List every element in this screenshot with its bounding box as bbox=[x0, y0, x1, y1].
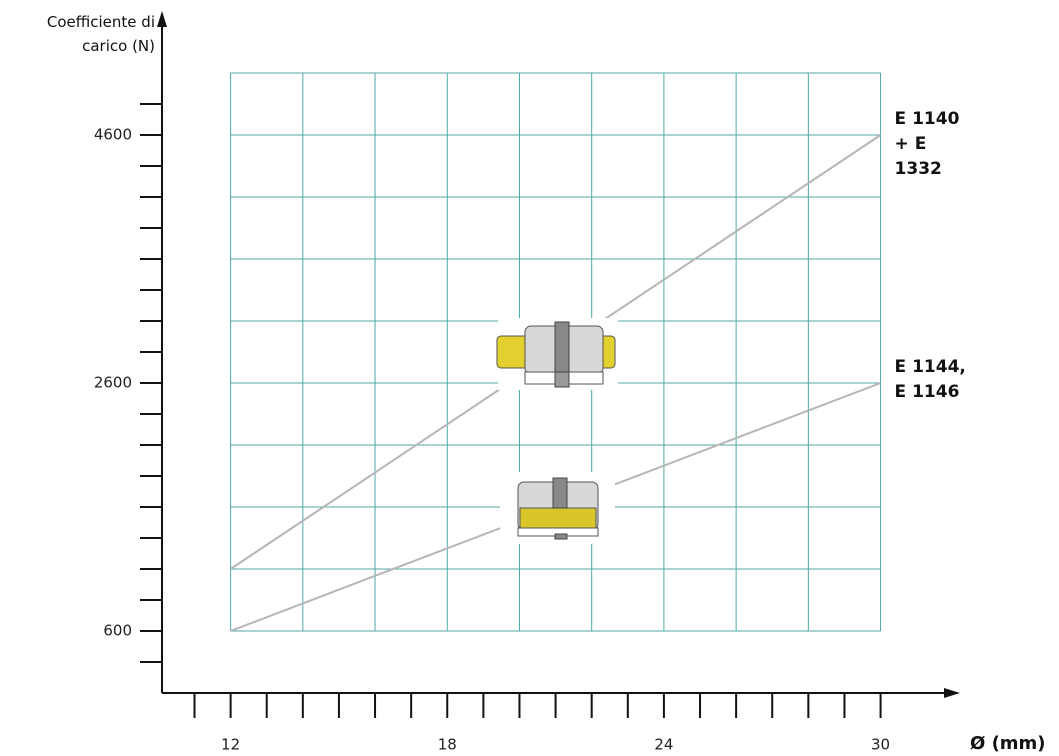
series-label: E 1140 + E 1332 bbox=[894, 109, 960, 179]
x-tick-label: 18 bbox=[438, 736, 457, 754]
x-tick-label: 24 bbox=[654, 736, 673, 754]
x-axis-label: Ø (mm) bbox=[970, 733, 1046, 754]
series-label: E 1144, E 1146 bbox=[894, 357, 966, 402]
y-tick-label: 2600 bbox=[94, 374, 132, 392]
y-axis-label: Coefficiente di carico (N) bbox=[46, 13, 155, 55]
y-axis-arrow bbox=[157, 11, 167, 27]
x-axis-arrow bbox=[944, 688, 960, 698]
axes: 12 18 24 30 600 2600 4600 bbox=[94, 11, 960, 754]
product-icon-upper bbox=[496, 318, 618, 390]
x-tick-label: 12 bbox=[221, 736, 240, 754]
y-tick-label: 4600 bbox=[94, 126, 132, 144]
y-tick-label: 600 bbox=[103, 622, 132, 640]
product-icon-lower bbox=[500, 472, 615, 544]
x-tick-label: 30 bbox=[871, 736, 890, 754]
